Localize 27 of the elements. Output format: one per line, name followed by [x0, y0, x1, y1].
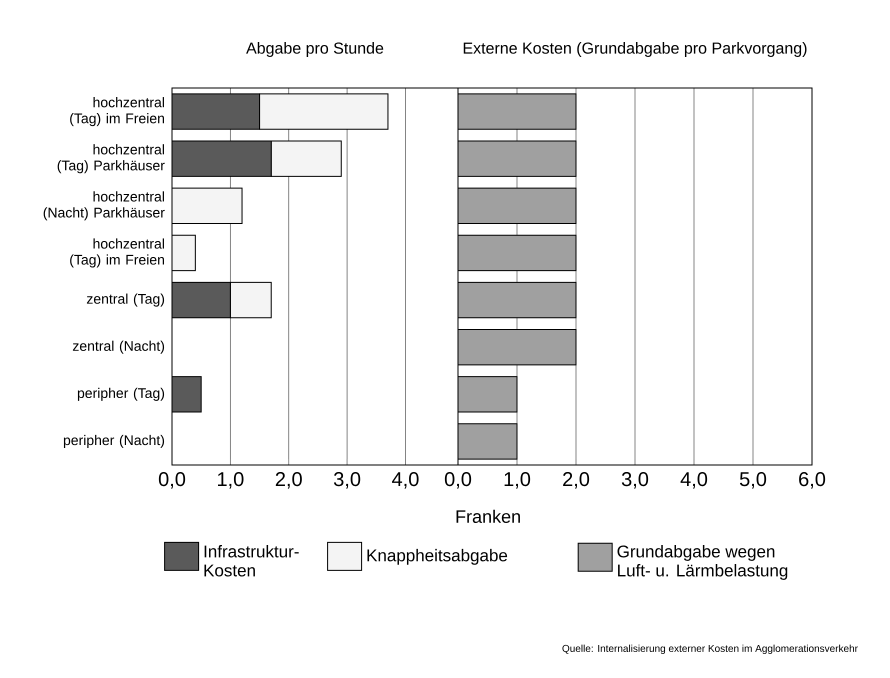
x-axis-title: Franken [456, 510, 520, 523]
y-tick-label: peripher (Nacht) [64, 434, 164, 448]
x-tick-label: 5,0 [740, 472, 766, 489]
y-tick-label: hochzentral (Nacht) Parkhäuser [44, 191, 165, 220]
y-tick-label: peripher (Tag) [78, 388, 164, 401]
x-tick-label: 3,0 [334, 472, 360, 489]
x-tick-label: 4,0 [680, 472, 708, 489]
legend-label: Grundabgabe wegen Luft- u. Lärmbelastung [618, 545, 788, 580]
legend-label: Infrastruktur-Kosten [204, 545, 299, 576]
y-tick-label: hochzentral (Tag) im Freien [70, 97, 164, 126]
source-note: Quelle: Internalisierung externer Kosten im Agglomerationsverkehr [562, 644, 858, 654]
y-tick-label: zentral (Tag) [86, 294, 164, 307]
chart-title: Externe Kosten (Grundabgabe pro Parkvorgang) [464, 42, 806, 57]
x-tick-label: 0,0 [444, 472, 472, 489]
y-tick-label: zentral (Nacht) [72, 340, 164, 354]
x-tick-label: 1,0 [504, 472, 530, 489]
x-tick-label: 6,0 [799, 472, 826, 489]
x-tick-label: 0,0 [158, 472, 186, 489]
x-tick-label: 3,0 [622, 472, 648, 489]
x-tick-label: 2,0 [563, 472, 590, 489]
y-tick-label: hochzentral (Tag) im Freien [70, 238, 164, 268]
legend-label: Knappheitsabgabe [367, 548, 508, 565]
x-tick-label: 1,0 [218, 472, 244, 489]
x-tick-label: 4,0 [392, 472, 419, 489]
x-tick-label: 2,0 [276, 472, 302, 489]
y-tick-label: hochzentral (Tag) Parkhäuser [58, 144, 165, 174]
chart-title: Abgabe pro Stunde [246, 42, 384, 57]
